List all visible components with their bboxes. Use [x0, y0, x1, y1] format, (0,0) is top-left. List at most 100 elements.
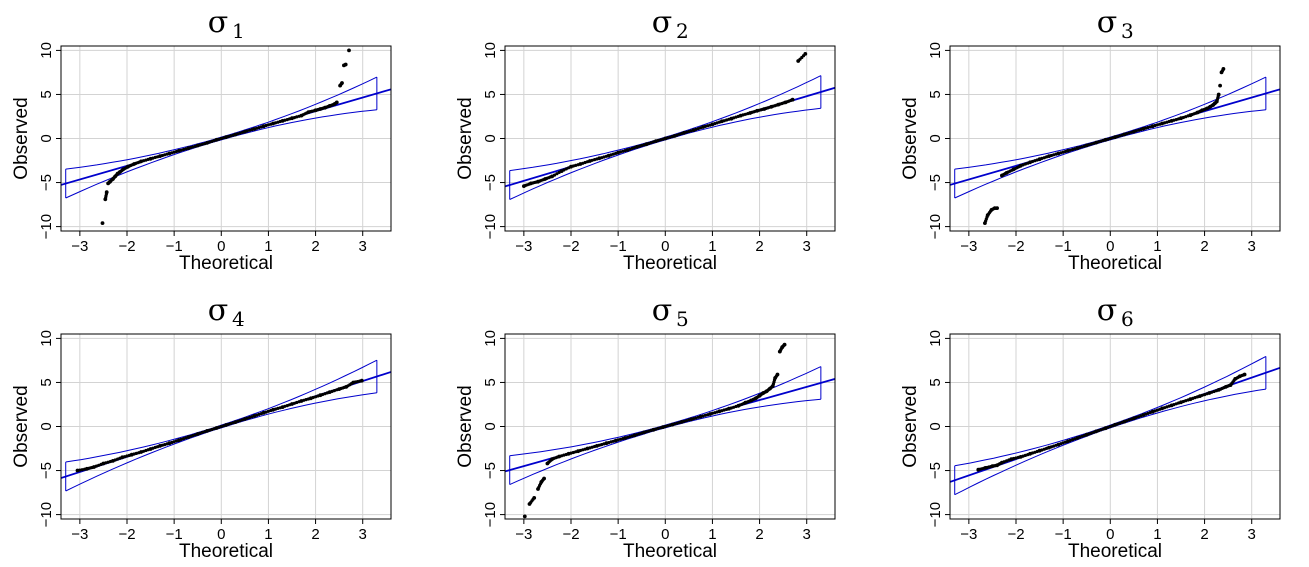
data-point	[1012, 456, 1016, 461]
y-tick-label: 10	[927, 42, 944, 59]
x-tick-label: −2	[562, 526, 579, 543]
data-point	[179, 437, 183, 441]
data-point	[172, 440, 176, 444]
x-tick-label: −1	[1055, 526, 1072, 543]
data-point	[722, 408, 726, 412]
chart-title-subscript: 5	[676, 307, 689, 331]
data-point	[1216, 92, 1221, 97]
data-point	[803, 52, 808, 56]
data-point	[113, 458, 117, 462]
data-point	[1089, 431, 1093, 435]
data-point	[104, 190, 109, 195]
data-point	[607, 441, 611, 445]
x-axis-label: Theoretical	[179, 541, 273, 562]
data-point	[668, 135, 672, 139]
data-point	[656, 426, 660, 430]
data-point	[217, 137, 221, 141]
data-point	[673, 422, 677, 426]
data-point	[1068, 438, 1072, 443]
x-tick-label: 0	[217, 526, 225, 543]
y-tick-label: −10	[482, 502, 499, 527]
x-axis-label: Theoretical	[179, 253, 273, 274]
data-point	[1134, 129, 1138, 133]
data-point	[1052, 153, 1056, 157]
data-point	[172, 150, 176, 154]
x-tick-label: −2	[118, 526, 135, 543]
data-point	[238, 131, 242, 135]
data-point	[123, 455, 127, 459]
y-tick-label: −5	[38, 462, 55, 479]
x-tick-label: 3	[359, 526, 367, 543]
data-point	[106, 460, 110, 464]
data-point	[191, 433, 195, 438]
data-point	[283, 118, 287, 122]
data-point	[191, 145, 195, 149]
y-tick-label: 5	[482, 90, 499, 98]
data-point	[790, 97, 795, 102]
data-point	[1221, 67, 1226, 71]
x-tick-label: 1	[1153, 238, 1161, 255]
data-point	[743, 112, 748, 116]
data-point	[255, 126, 259, 130]
data-point	[229, 134, 233, 138]
chart-title: σ	[652, 5, 672, 40]
data-point	[1144, 126, 1148, 130]
data-point	[323, 392, 327, 396]
y-tick-label: −10	[482, 214, 499, 239]
data-point	[522, 514, 527, 519]
x-tick-label: −2	[562, 238, 579, 255]
data-point	[1144, 412, 1148, 416]
y-axis-label: Observed	[455, 97, 476, 179]
data-point	[1146, 125, 1150, 130]
y-tick-label: −5	[38, 174, 55, 191]
chart-title-subscript: 4	[232, 307, 245, 331]
data-point	[1155, 123, 1159, 127]
x-tick-label: 3	[803, 526, 811, 543]
x-tick-label: 1	[708, 238, 716, 255]
data-point	[1218, 83, 1222, 88]
data-point	[151, 446, 155, 450]
data-point	[701, 414, 705, 418]
x-tick-label: −3	[515, 526, 532, 543]
data-point	[295, 400, 299, 405]
y-tick-label: 10	[38, 330, 55, 347]
x-tick-label: −3	[960, 526, 977, 543]
x-axis-label: Theoretical	[623, 541, 717, 562]
x-tick-label: −2	[118, 238, 135, 255]
data-point	[207, 428, 212, 432]
data-point	[1127, 418, 1131, 422]
y-tick-label: −5	[927, 174, 944, 191]
data-point	[304, 398, 308, 402]
data-point	[734, 115, 738, 119]
data-point	[600, 443, 604, 447]
chart-title-subscript: 1	[232, 19, 245, 43]
plot-content	[505, 52, 835, 200]
data-point	[590, 445, 594, 449]
chart-title: σ	[208, 293, 228, 328]
y-tick-label: −10	[38, 214, 55, 239]
data-point	[134, 451, 138, 455]
data-point	[569, 451, 573, 455]
data-point	[141, 159, 146, 163]
chart-title: σ	[1097, 5, 1117, 40]
data-point	[684, 130, 689, 134]
data-point	[245, 129, 249, 133]
y-tick-label: 0	[38, 134, 55, 142]
data-point	[257, 126, 261, 130]
data-point	[1014, 456, 1018, 460]
y-tick-label: −5	[927, 462, 944, 479]
data-point	[334, 100, 339, 105]
data-point	[100, 221, 105, 226]
data-point	[295, 115, 299, 119]
data-point	[257, 412, 261, 416]
data-point	[189, 145, 193, 150]
data-point	[311, 395, 315, 400]
plot-content	[950, 67, 1280, 226]
chart-title: σ	[652, 293, 672, 328]
data-point	[200, 142, 204, 146]
chart-title: σ	[1097, 293, 1117, 328]
data-point	[125, 454, 129, 458]
